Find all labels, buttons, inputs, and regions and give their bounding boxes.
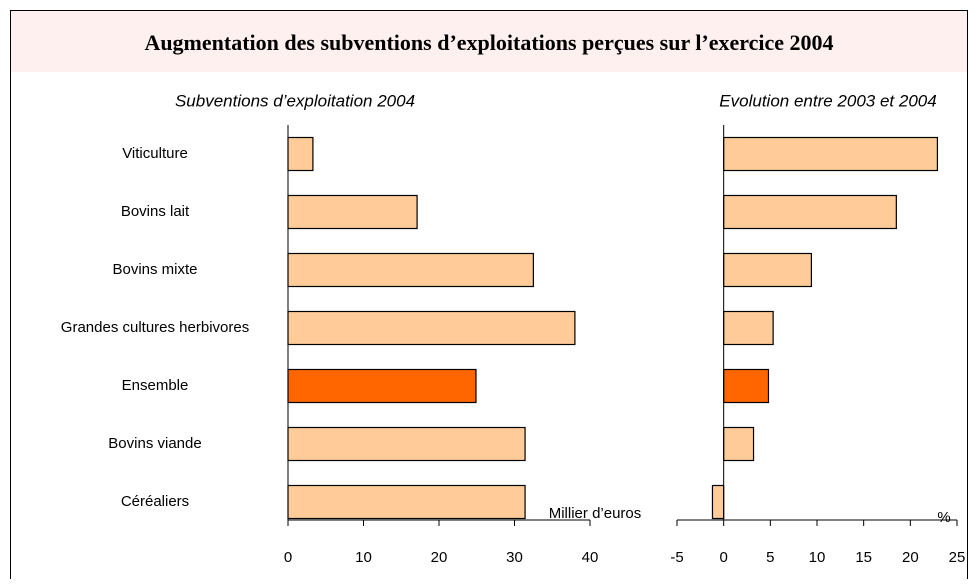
x-tick-label: 0 bbox=[719, 549, 727, 566]
bar bbox=[287, 136, 314, 172]
bar bbox=[723, 368, 770, 404]
bar bbox=[723, 310, 774, 346]
x-tick-label: 15 bbox=[855, 549, 872, 566]
x-tick-label: -5 bbox=[670, 549, 683, 566]
x-tick-label: 20 bbox=[431, 549, 448, 566]
category-label: Grandes cultures herbivores bbox=[61, 319, 249, 336]
chart-subtitle: Evolution entre 2003 et 2004 bbox=[719, 91, 936, 110]
x-tick-label: 25 bbox=[949, 549, 966, 566]
chart-subtitle: Subventions d’exploitation 2004 bbox=[175, 91, 415, 110]
bar bbox=[723, 136, 939, 172]
bar bbox=[711, 484, 725, 520]
x-tick-label: 40 bbox=[582, 549, 599, 566]
category-label: Viticulture bbox=[122, 145, 188, 162]
title-band bbox=[11, 11, 967, 72]
x-tick-label: 10 bbox=[355, 549, 372, 566]
bar bbox=[287, 252, 534, 288]
bar bbox=[723, 252, 813, 288]
category-label: Bovins viande bbox=[108, 435, 201, 452]
x-tick-label: 5 bbox=[766, 549, 774, 566]
bar bbox=[287, 484, 526, 520]
x-tick-label: 10 bbox=[809, 549, 826, 566]
bar bbox=[287, 426, 526, 462]
bar bbox=[287, 310, 576, 346]
bar bbox=[723, 426, 755, 462]
x-tick-label: 30 bbox=[506, 549, 523, 566]
x-tick-label: 0 bbox=[284, 549, 292, 566]
bar bbox=[287, 368, 477, 404]
category-label: Bovins mixte bbox=[112, 261, 197, 278]
bar bbox=[287, 194, 418, 230]
page-title: Augmentation des subventions d’exploitat… bbox=[144, 30, 833, 55]
unit-label: % bbox=[937, 509, 950, 526]
category-label: Bovins lait bbox=[121, 203, 190, 220]
unit-label: Millier d’euros bbox=[549, 505, 642, 522]
category-label: Ensemble bbox=[122, 377, 189, 394]
category-label: Céréaliers bbox=[121, 493, 189, 510]
bar bbox=[723, 194, 897, 230]
x-tick-label: 20 bbox=[902, 549, 919, 566]
